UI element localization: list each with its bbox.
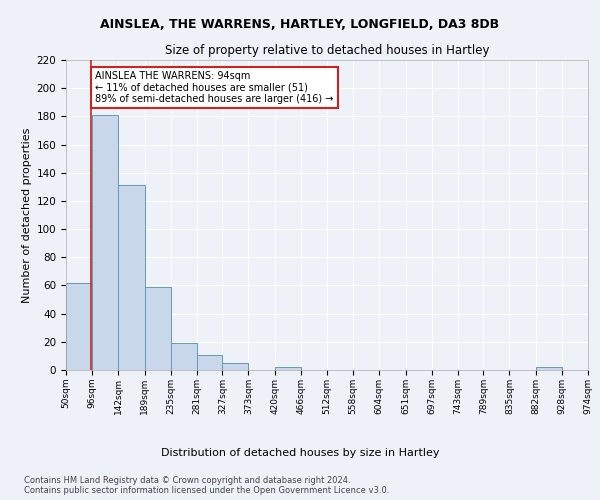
Text: Contains HM Land Registry data © Crown copyright and database right 2024.
Contai: Contains HM Land Registry data © Crown c…	[24, 476, 389, 495]
Text: Distribution of detached houses by size in Hartley: Distribution of detached houses by size …	[161, 448, 439, 458]
Text: AINSLEA THE WARRENS: 94sqm
← 11% of detached houses are smaller (51)
89% of semi: AINSLEA THE WARRENS: 94sqm ← 11% of deta…	[95, 72, 334, 104]
Bar	[118, 186, 145, 370]
Bar	[145, 287, 170, 370]
Bar	[66, 282, 92, 370]
Title: Size of property relative to detached houses in Hartley: Size of property relative to detached ho…	[165, 44, 489, 58]
Text: AINSLEA, THE WARRENS, HARTLEY, LONGFIELD, DA3 8DB: AINSLEA, THE WARRENS, HARTLEY, LONGFIELD…	[100, 18, 500, 30]
Bar	[92, 115, 118, 370]
Bar	[536, 367, 562, 370]
Bar	[223, 363, 248, 370]
Y-axis label: Number of detached properties: Number of detached properties	[22, 128, 32, 302]
Bar	[170, 343, 197, 370]
Bar	[275, 367, 301, 370]
Bar	[197, 354, 223, 370]
